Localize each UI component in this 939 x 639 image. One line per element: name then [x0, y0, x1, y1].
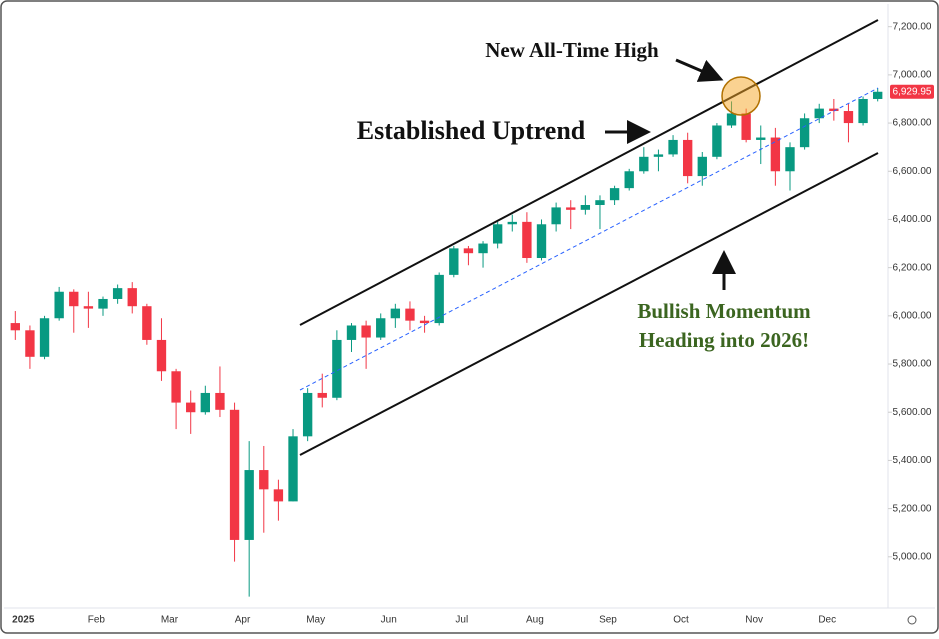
- candle-body: [98, 298, 108, 309]
- y-tick-label: 6,000.00: [893, 310, 932, 321]
- candle-body: [639, 156, 649, 172]
- y-tick-label: 5,400.00: [893, 455, 932, 466]
- candle-body: [873, 91, 883, 99]
- candle-body: [186, 402, 196, 413]
- x-tick-label: May: [306, 615, 325, 626]
- candle-body: [668, 139, 678, 155]
- candle-body: [653, 154, 664, 157]
- candle-body: [507, 221, 517, 225]
- x-tick-label: Sep: [599, 615, 617, 626]
- x-tick-label: Mar: [161, 615, 179, 626]
- candle-body: [478, 243, 488, 254]
- candle-body: [522, 221, 532, 259]
- candle-body: [405, 308, 415, 321]
- candle-body: [39, 318, 50, 357]
- candle-body: [10, 323, 20, 331]
- candle-body: [69, 291, 79, 307]
- annotation: Established Uptrend: [357, 116, 586, 145]
- candle-body: [566, 207, 576, 210]
- lower-channel: [299, 152, 879, 456]
- candle-body: [142, 306, 152, 340]
- y-tick-label: 5,000.00: [893, 551, 932, 562]
- candle-body: [361, 325, 371, 338]
- annotation: Bullish Momentum: [637, 299, 811, 323]
- candle-body: [127, 288, 137, 307]
- candle-body: [580, 205, 591, 210]
- y-tick-label: 6,800.00: [893, 118, 932, 129]
- candle-body: [756, 137, 766, 140]
- candle-body: [814, 108, 824, 119]
- candle-body: [332, 339, 342, 398]
- upper-channel: [299, 19, 879, 326]
- candle-body: [200, 392, 211, 413]
- x-tick-label: Nov: [745, 615, 763, 626]
- x-tick-label: Jul: [455, 615, 468, 626]
- x-tick-label: Dec: [818, 615, 836, 626]
- y-tick-label: 6,200.00: [893, 262, 932, 273]
- candle-body: [317, 392, 327, 398]
- candle-body: [346, 325, 357, 340]
- y-tick-label: 7,200.00: [893, 21, 932, 32]
- candle-body: [288, 436, 298, 502]
- candle-body: [273, 489, 284, 502]
- candle-body: [741, 113, 751, 140]
- candle-body: [682, 139, 693, 177]
- candle-body: [419, 320, 430, 324]
- candle-body: [858, 98, 868, 124]
- candle-body: [156, 339, 167, 372]
- y-tick-label: 7,000.00: [893, 70, 932, 81]
- candle-body: [726, 113, 737, 126]
- y-tick-label: 5,800.00: [893, 359, 932, 370]
- candle-body: [390, 308, 401, 319]
- last-price-box: [890, 84, 934, 99]
- candle-body: [112, 288, 123, 299]
- mid-trend: [299, 87, 879, 391]
- x-tick-label: 2025: [12, 615, 35, 626]
- ath-highlight: [721, 76, 761, 116]
- candle-body: [697, 156, 707, 177]
- x-tick-label: Oct: [673, 615, 689, 626]
- candle-body: [785, 147, 795, 172]
- plot: 5,000.00 5,200.00 5,400.00 5,600.00 5,800.00…: [10, 21, 932, 626]
- candle-body: [25, 330, 35, 357]
- arrow: [675, 58, 724, 82]
- last-price-label: 6,929.95: [893, 86, 932, 97]
- candle-body: [83, 306, 94, 309]
- y-tick-label: 6,400.00: [893, 214, 932, 225]
- candle-body: [770, 137, 781, 172]
- x-tick-label: Jun: [381, 615, 397, 626]
- candle-body: [302, 392, 313, 437]
- candle-body: [624, 171, 634, 189]
- candle-body: [843, 111, 854, 124]
- y-tick-label: 5,200.00: [893, 503, 932, 514]
- x-tick-label: Apr: [235, 615, 251, 626]
- candle-body: [551, 207, 561, 225]
- annotation: New All-Time High: [485, 38, 659, 62]
- x-tick-label: Feb: [88, 615, 106, 626]
- candle-body: [229, 409, 240, 540]
- candle-body: [463, 248, 474, 254]
- candle-body: [609, 188, 620, 201]
- candle-body: [536, 224, 547, 259]
- candle-body: [595, 200, 605, 205]
- candle-body: [259, 470, 269, 490]
- candle-body: [799, 118, 810, 148]
- candle-body: [449, 248, 459, 275]
- candle-body: [215, 392, 225, 410]
- candle-body: [171, 371, 181, 403]
- candle-body: [376, 318, 386, 338]
- candle-body: [492, 224, 503, 244]
- y-tick-label: 6,600.00: [893, 166, 932, 177]
- candle-body: [829, 108, 839, 112]
- y-tick-label: 5,600.00: [893, 407, 932, 418]
- settings-icon[interactable]: [907, 615, 917, 625]
- annotation: Heading into 2026!: [639, 328, 809, 352]
- candle-body: [434, 274, 444, 324]
- candle-body: [712, 125, 722, 157]
- candle-body: [244, 470, 254, 540]
- candle-body: [54, 291, 64, 319]
- x-tick-label: Aug: [526, 615, 544, 626]
